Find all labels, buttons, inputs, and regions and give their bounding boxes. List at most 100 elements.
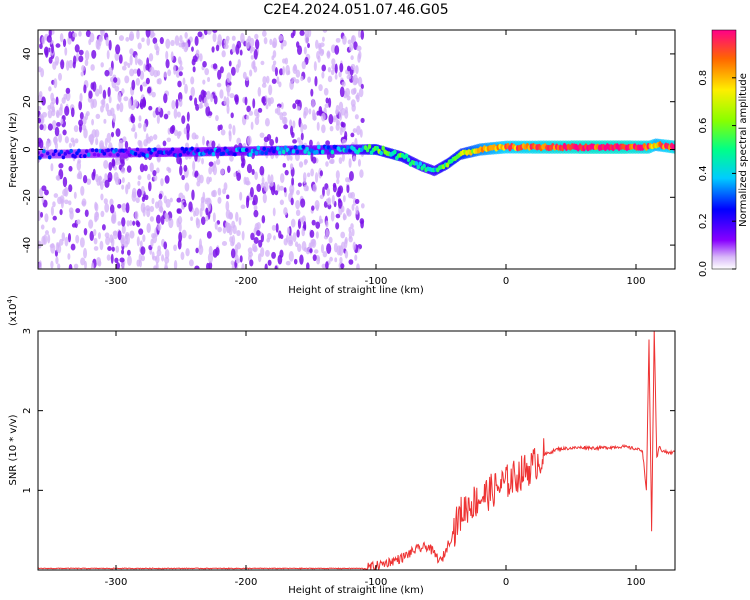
spectrogram-noise-dot <box>124 233 128 245</box>
spectrogram-noise-dot <box>278 230 282 239</box>
spectrogram-noise-dot <box>143 164 148 172</box>
spectrogram-noise-dot <box>274 265 278 269</box>
spectrogram-noise-dot <box>326 187 331 197</box>
spectrogram-ridge-point <box>348 148 352 153</box>
spectrogram-noise-dot <box>132 68 138 74</box>
spectrogram-noise-dot <box>173 260 178 269</box>
spectrogram-noise-dot <box>164 248 170 259</box>
spectrogram-noise-dot <box>165 198 171 208</box>
spectrogram-noise-dot <box>191 189 195 201</box>
spectrogram-noise-dot <box>296 45 303 56</box>
spectrogram-noise-dot <box>97 260 102 267</box>
spectrogram-noise-dot <box>164 212 168 219</box>
spectrogram-ridge-point <box>291 149 296 154</box>
spectrogram-noise-dot <box>134 54 138 66</box>
spectrogram-noise-dot <box>65 91 71 102</box>
spectrogram-noise-dot <box>253 204 258 211</box>
spectrogram-noise-dot <box>170 51 174 61</box>
colorbar-tick-label: 0.0 <box>698 261 709 277</box>
spectrogram-noise-dot <box>117 203 122 209</box>
spectrogram-ridge-point <box>301 144 306 149</box>
spectrogram-noise-dot <box>342 35 347 45</box>
spectrogram-noise-dot <box>88 134 94 143</box>
spectrogram-noise-dot <box>101 97 106 109</box>
spectrogram-noise-dot <box>212 63 218 70</box>
spectrogram-noise-dot <box>309 248 313 254</box>
spectrogram-noise-dot <box>198 238 202 250</box>
spectrogram-noise-dot <box>38 117 42 124</box>
spectrogram-noise-dot <box>296 189 300 196</box>
spectrogram-noise-dot <box>197 31 203 38</box>
spectrogram-noise-dot <box>100 62 104 68</box>
spectrogram-ridge-point <box>211 151 216 157</box>
spectrogram-noise-dot <box>308 108 312 115</box>
spectrogram-noise-dot <box>195 217 199 226</box>
spectrogram-noise-dot <box>313 61 317 72</box>
spectrogram-noise-dot <box>241 263 245 269</box>
spectrogram-noise-dot <box>354 198 360 204</box>
spectrogram-noise-dot <box>276 76 280 85</box>
spectrogram-noise-dot <box>345 177 350 183</box>
spectrogram-noise-dot <box>310 168 314 177</box>
spectrogram-noise-dot <box>295 199 301 210</box>
spectrogram-y-tick-label: 40 <box>22 48 33 61</box>
spectrogram-noise-dot <box>171 100 176 110</box>
spectrogram-noise-dot <box>61 232 66 242</box>
spectrogram-noise-dot <box>247 135 252 146</box>
spectrogram-noise-dot <box>150 238 154 248</box>
snr-y-ticks: 1 2 3 <box>22 328 675 494</box>
spectrogram-noise-dot <box>164 265 169 269</box>
spectrogram-noise-dot <box>272 37 278 48</box>
spectrogram-noise-dot <box>318 84 323 92</box>
spectrogram-noise-dot <box>154 201 159 209</box>
spectrogram-noise-dot <box>212 248 218 258</box>
spectrogram-noise-dot <box>326 50 331 59</box>
spectrogram-ridge-point <box>51 152 56 157</box>
spectrogram-noise-dot <box>149 135 154 142</box>
spectrogram-noise-dot <box>155 50 160 56</box>
spectrogram-noise-dot <box>81 124 87 131</box>
spectrogram-x-tick-label: -200 <box>235 276 258 287</box>
spectrogram-noise-dot <box>286 226 290 235</box>
spectrogram-noise-dot <box>230 248 236 259</box>
spectrogram-noise-dot <box>328 159 334 164</box>
spectrogram-noise-dot <box>192 55 198 63</box>
spectrogram-noise-dot <box>113 77 118 83</box>
spectrogram-noise-dot <box>135 220 140 226</box>
spectrogram-noise-dot <box>121 203 127 211</box>
spectrogram-noise-dot <box>131 187 137 199</box>
spectrogram-noise-dot <box>49 101 55 110</box>
spectrogram-noise-dot <box>292 30 296 37</box>
spectrogram-noise-dot <box>202 90 207 97</box>
spectrogram-y-tick-label: -40 <box>22 237 33 253</box>
spectrogram-ridge-point <box>84 149 89 154</box>
spectrogram-noise-dot <box>229 212 234 220</box>
spectrogram-noise-dot <box>319 49 324 57</box>
spectrogram-noise-dot <box>152 233 158 244</box>
spectrogram-noise-dot <box>64 47 68 56</box>
spectrogram-noise-dot <box>276 184 280 193</box>
spectrogram-noise-dot <box>315 231 319 239</box>
spectrogram-ridge-point <box>73 154 77 159</box>
spectrogram-noise-dot <box>142 234 146 242</box>
spectrogram-noise-dot <box>105 36 109 47</box>
spectrogram-noise-dot <box>111 158 116 167</box>
spectrogram-noise-dot <box>289 119 293 127</box>
spectrogram-noise-dot <box>265 75 270 84</box>
spectrogram-noise-dot <box>60 59 65 70</box>
spectrogram-ridge-point <box>414 161 419 166</box>
spectrogram-noise-dot <box>44 230 49 236</box>
spectrogram-noise-dot <box>355 205 359 215</box>
spectrogram-ridge-point <box>49 149 54 153</box>
spectrogram-noise-dot <box>98 175 102 186</box>
spectrogram-noise-dot <box>183 127 187 135</box>
spectrogram-noise-dot <box>315 204 319 212</box>
spectrogram-noise-dot <box>327 75 333 83</box>
spectrogram-noise-dot <box>339 86 345 98</box>
spectrogram-noise-dot <box>45 140 50 150</box>
spectrogram-noise-dot <box>68 263 73 269</box>
spectrogram-ridge-point <box>270 146 274 151</box>
spectrogram-noise-marks <box>38 30 365 269</box>
spectrogram-noise-dot <box>114 85 120 92</box>
spectrogram-noise-dot <box>344 250 349 259</box>
